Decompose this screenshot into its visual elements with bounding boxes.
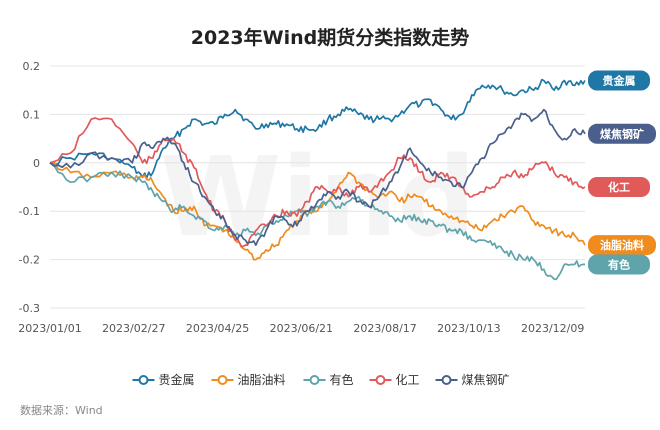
legend-item-4: 化工	[369, 373, 420, 387]
end-label-1: 贵金属	[588, 70, 650, 91]
end-label-bg	[588, 235, 656, 256]
chart-title: 2023年Wind期货分类指数走势	[191, 26, 469, 49]
series-line-3	[49, 162, 585, 281]
y-tick-label: -0.2	[19, 254, 40, 267]
x-axis-ticks: 2023/01/01 2023/02/27 2023/04/25 2023/06/21…	[18, 322, 584, 335]
end-label-2: 油脂油料	[588, 235, 656, 256]
end-label-bg	[588, 177, 650, 197]
legend-label: 煤焦钢矿	[462, 373, 510, 387]
legend-swatch-dot	[375, 375, 386, 385]
end-label-4: 化工	[588, 177, 650, 197]
end-label-text: 贵金属	[603, 74, 636, 88]
end-label-bg	[588, 123, 656, 144]
legend-swatch-dot	[441, 375, 452, 385]
legend-item-1: 贵金属	[132, 372, 195, 387]
legend-item-2: 油脂油料	[211, 372, 286, 387]
y-tick-label: 0	[33, 157, 40, 170]
legend-swatch-dot	[217, 375, 228, 385]
end-label-bg	[588, 254, 650, 275]
end-label-text: 油脂油料	[600, 238, 644, 252]
legend-label: 贵金属	[159, 372, 195, 387]
legend-swatch-dot	[309, 375, 320, 385]
legend-label: 油脂油料	[238, 372, 286, 387]
y-tick-label: -0.1	[19, 205, 40, 218]
end-label-text: 化工	[608, 180, 630, 194]
legend-label: 化工	[396, 373, 420, 387]
x-tick-label: 2023/01/01	[18, 322, 81, 335]
x-tick-label: 2023/02/27	[102, 322, 165, 335]
legend-swatch-dot	[138, 375, 149, 385]
series-line-4	[49, 117, 586, 248]
x-tick-label: 2023/04/25	[186, 322, 249, 335]
y-tick-label: 0.1	[23, 108, 41, 121]
x-tick-label: 2023/10/13	[437, 322, 500, 335]
end-label-5: 煤焦钢矿	[588, 123, 656, 144]
y-axis-ticks: 0.2 0.1 0 -0.1 -0.2 -0.3	[19, 60, 40, 315]
legend: 贵金属 油脂油料 有色 化工 煤焦钢矿	[132, 372, 510, 387]
y-tick-label: -0.3	[19, 302, 40, 315]
x-tick-label: 2023/12/09	[521, 322, 584, 335]
end-label-3: 有色	[588, 254, 650, 275]
x-tick-label: 2023/06/21	[270, 322, 333, 335]
end-label-text: 煤焦钢矿	[600, 127, 644, 141]
watermark: Wind	[160, 133, 476, 261]
legend-item-3: 有色	[303, 373, 354, 387]
series-line-5	[49, 108, 586, 246]
legend-item-5: 煤焦钢矿	[435, 373, 510, 387]
legend-label: 有色	[330, 373, 354, 387]
y-tick-label: 0.2	[23, 60, 41, 73]
x-tick-label: 2023/08/17	[353, 322, 416, 335]
end-label-text: 有色	[608, 257, 630, 271]
series-lines	[49, 78, 586, 281]
data-source: 数据来源：Wind	[20, 403, 103, 417]
end-label-bg	[588, 70, 650, 91]
